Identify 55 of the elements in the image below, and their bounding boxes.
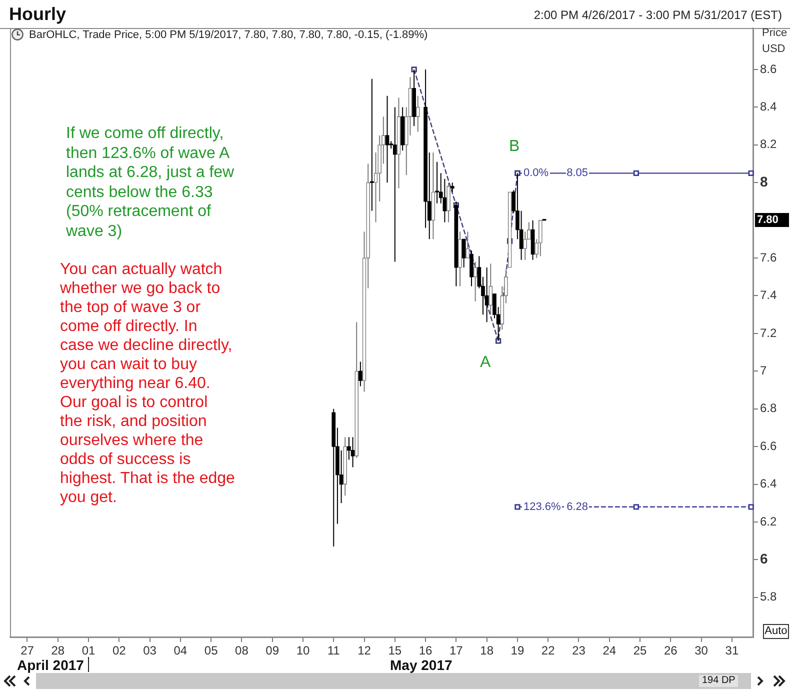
annotation: If we come off directly, then 123.6% of wave A lands at 6.28, just a few cents below the 6.33 (50% retracement of wave 3) — [66, 124, 234, 242]
x-tick-label: 24 — [602, 644, 616, 658]
chart-title: Hourly — [9, 4, 66, 25]
annotation: A — [480, 353, 491, 372]
y-axis-title: Price USD — [762, 26, 788, 57]
x-tick-label: 22 — [541, 644, 556, 658]
x-tick-label: 09 — [266, 644, 280, 658]
chart-subtitle: 2:00 PM 4/26/2017 - 3:00 PM 5/31/2017 (EST) — [534, 8, 782, 22]
text: May 2017 — [390, 657, 452, 673]
x-tick-label: 19 — [510, 644, 524, 658]
y-tick-label: 7.2 — [760, 326, 778, 340]
annotation: 8.05 — [566, 167, 589, 180]
x-tick-label: 16 — [418, 644, 433, 658]
y-tick-label: 7 — [760, 363, 767, 378]
x-tick-label: 31 — [725, 644, 739, 658]
y-tick-label: 6 — [760, 550, 768, 567]
x-tick-label: 10 — [296, 644, 310, 658]
x-tick-label: 26 — [664, 644, 678, 658]
x-tick-label: 11 — [327, 644, 340, 658]
text: 7.80 — [755, 213, 789, 227]
y-tick-label: 8.6 — [760, 62, 778, 76]
annotation: B — [509, 137, 520, 156]
series-label: 123.6% — [522, 500, 562, 513]
x-tick-label: 05 — [204, 644, 218, 658]
x-tick-label: 25 — [633, 644, 648, 658]
x-tick-label: 03 — [143, 644, 157, 658]
y-tick-label: 8 — [760, 173, 768, 190]
text: Auto — [763, 624, 789, 639]
y-tick-label: 7.6 — [760, 250, 778, 264]
x-tick-label: 18 — [480, 644, 494, 658]
y-tick-label: 7.4 — [760, 288, 778, 302]
y-tick-label: 8.4 — [760, 100, 778, 114]
x-tick-label: 23 — [572, 644, 586, 658]
y-tick-label: 8.2 — [760, 137, 778, 152]
y-tick-label: 6.6 — [760, 438, 778, 453]
text: April 2017 — [17, 657, 84, 673]
x-tick-label: 04 — [174, 644, 188, 658]
annotation: 6.28 — [566, 500, 589, 513]
series-label: 0.0% — [522, 167, 550, 180]
x-tick-label: 12 — [358, 644, 372, 658]
y-tick-label: 5.8 — [760, 590, 778, 604]
annotation: BarOHLC, Trade Price, 5:00 PM 5/19/2017, 7.80, 7.80, 7.80, 7.80, -0.15, (-1.89%) — [29, 29, 428, 41]
x-tick-label: 15 — [388, 644, 402, 658]
x-tick-label: 01 — [82, 644, 96, 658]
x-tick-label: 30 — [694, 644, 708, 658]
x-tick-label: 28 — [51, 644, 65, 658]
text: You can actually watch whether we go back to the top of wave 3 or come off directly. In case we decline directly, you can wait to buy everything near 6.40. Our goal is to control the risk, and position ourselves where the odds of success is highest. That is the edge you get. — [60, 261, 235, 506]
text: 194 DP — [699, 675, 738, 687]
y-tick-label: 6.8 — [760, 401, 778, 416]
y-tick-label: 6.4 — [760, 476, 778, 491]
x-tick-label: 08 — [235, 644, 249, 658]
y-tick-label: 6.2 — [760, 514, 778, 528]
x-tick-label: 27 — [20, 644, 34, 658]
x-tick-label: 17 — [450, 644, 464, 658]
x-tick-label: 02 — [112, 644, 126, 658]
